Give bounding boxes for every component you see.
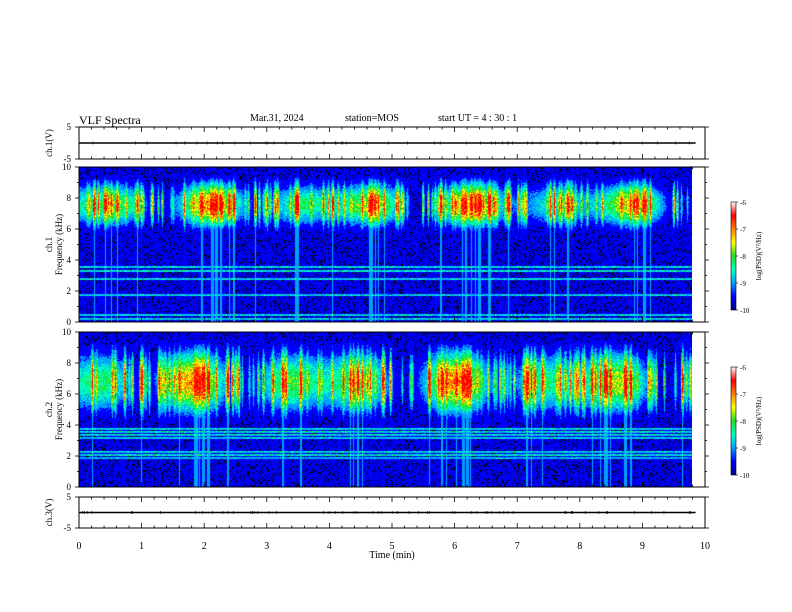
x-tick-label: 5 [390,541,395,552]
ch2-spectrogram-ytick-label: 0 [67,482,72,492]
ch1-spectrogram-colorbar-tick-label: -6 [740,199,746,207]
ch1-spectrogram-ytick-label: 0 [67,317,72,327]
spectrogram-image-ch2 [79,332,692,487]
panels-group [79,141,696,514]
ch1-spectrogram-ylabel: ch.1 [44,237,54,252]
date-label: Mar.31, 2024 [250,113,304,124]
x-tick-label: 10 [700,541,710,552]
ch2-spectrogram-ylabel: ch.2 [44,402,54,417]
ch2-spectrogram-colorbar-tick-label: -9 [740,445,746,453]
ch1-spectrogram-colorbar [730,201,737,311]
x-tick-label: 8 [577,541,582,552]
station-label: station=MOS [345,113,399,124]
x-tick-label: 1 [139,541,144,552]
x-tick-label: 3 [264,541,269,552]
figure-title: VLF Spectra [79,113,141,127]
ch1-spectrogram-ytick-label: 6 [67,224,72,234]
ch1-spectrogram-colorbar-tick-label: -10 [740,307,750,315]
ch3-waveform-ylabel: ch.3(V) [44,499,54,527]
ch3-waveform-ytick-label: 5 [67,492,72,502]
ch1-spectrogram-colorbar-tick-label: -8 [740,253,746,261]
x-tick-label: 6 [452,541,457,552]
ch2-spectrogram-colorbar-tick-label: -6 [740,364,746,372]
ch3-waveform-ytick-label: -5 [64,523,72,533]
ch2-spectrogram-colorbar-tick-label: -10 [740,472,750,480]
x-tick-label: 4 [327,541,332,552]
ch1-spectrogram-ytick-label: 2 [67,286,72,296]
ch1-spectrogram-ylabel: Frequency (kHz) [54,214,64,275]
ch2-spectrogram-colorbar-tick-label: -7 [740,391,746,399]
ch1-waveform-ytick-label: 5 [67,122,72,132]
ch2-spectrogram-ytick-label: 4 [67,420,72,430]
ch1-spectrogram-ytick-label: 10 [62,162,72,172]
ch1-spectrogram-colorbar-tick-label: -7 [740,226,746,234]
x-tick-label: 2 [202,541,207,552]
x-tick-label: 0 [77,541,82,552]
ch2-spectrogram-ytick-label: 2 [67,451,72,461]
ch2-spectrogram-ylabel: Frequency (kHz) [54,379,64,440]
ch2-spectrogram-ytick-label: 8 [67,358,72,368]
ch1-waveform-ytick-label: -5 [64,154,72,164]
ch1-spectrogram-colorbar-tick-label: -9 [740,280,746,288]
ch2-spectrogram-colorbar [730,366,737,476]
ch2-spectrogram-ytick-label: 10 [62,327,72,337]
ch1-spectrogram-ytick-label: 4 [67,255,72,265]
ch1-waveform-ylabel: ch.1(V) [44,129,54,157]
ch1-spectrogram-ytick-label: 8 [67,193,72,203]
start-time-label: start UT = 4 : 30 : 1 [438,113,518,124]
ch2-spectrogram-colorbar-tick-label: -8 [740,418,746,426]
ch2-spectrogram-ytick-label: 6 [67,389,72,399]
x-tick-label: 9 [640,541,645,552]
ch2-spectrogram-colorbar-label: log(PSD)(V²/Hz) [755,396,763,445]
ch1-spectrogram-colorbar-label: log(PSD)(V²/Hz) [755,231,763,280]
x-axis-label: Time (min) [369,550,414,561]
spectrogram-image-ch1 [79,167,692,322]
x-tick-label: 7 [515,541,520,552]
